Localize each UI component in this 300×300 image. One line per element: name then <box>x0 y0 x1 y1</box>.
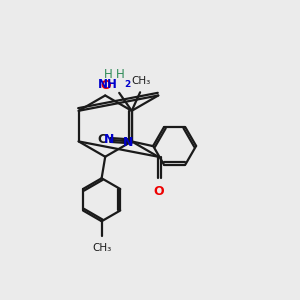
Text: O: O <box>100 79 110 92</box>
Text: H: H <box>116 68 124 81</box>
Text: C: C <box>97 134 106 146</box>
Text: CH₃: CH₃ <box>92 243 111 253</box>
Text: CH₃: CH₃ <box>132 76 151 86</box>
Text: N: N <box>123 136 133 148</box>
Text: 2: 2 <box>124 80 131 89</box>
Text: N: N <box>104 134 115 146</box>
Text: O: O <box>153 185 164 198</box>
Text: NH: NH <box>98 78 118 91</box>
Text: H: H <box>103 68 112 81</box>
